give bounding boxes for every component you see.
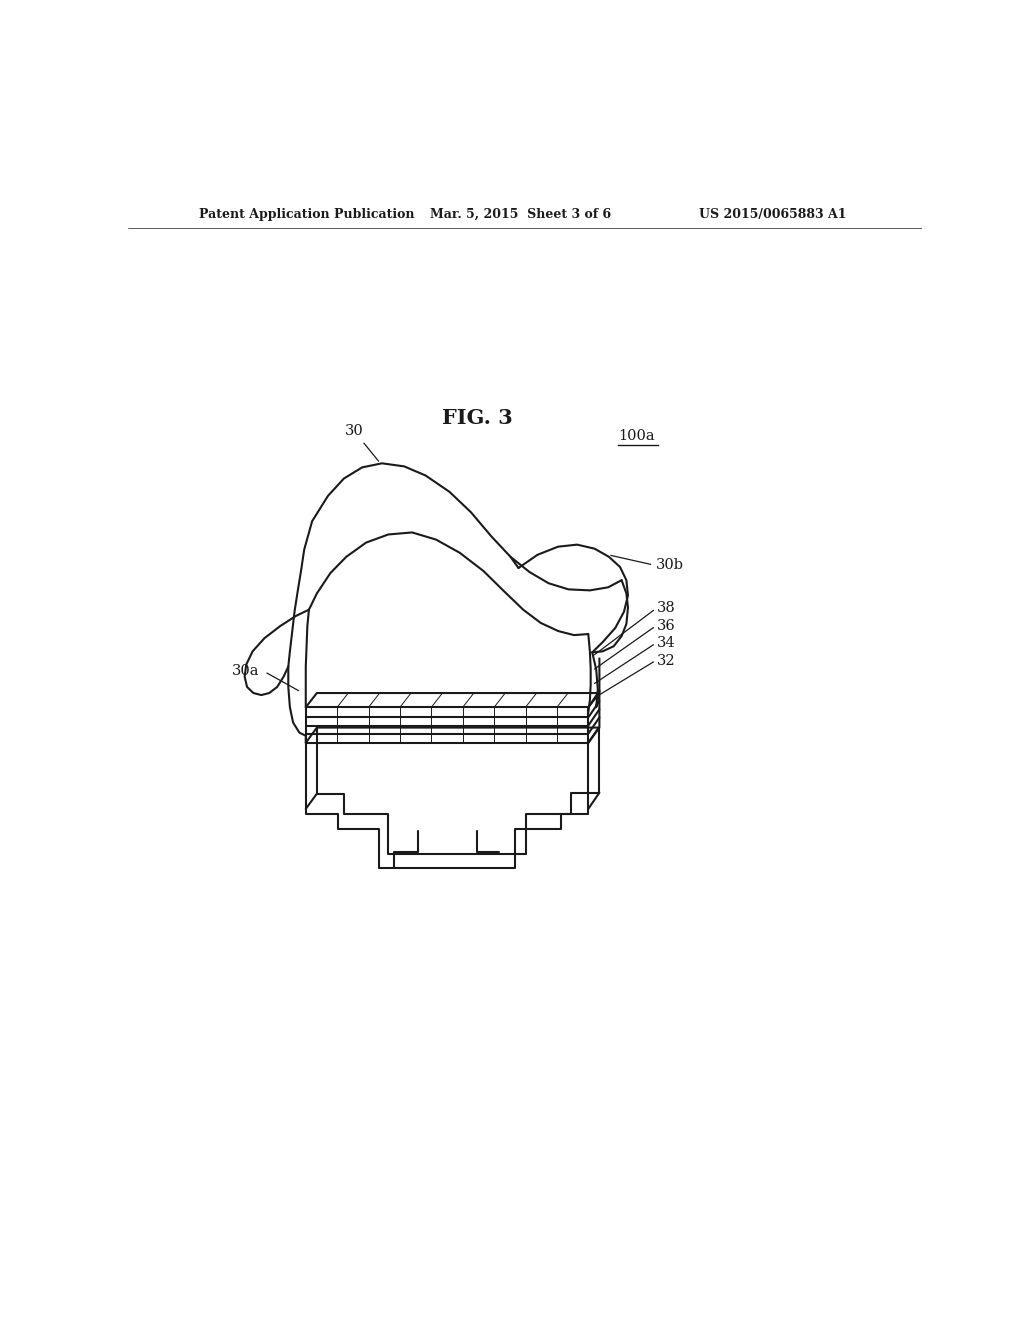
Text: Patent Application Publication: Patent Application Publication xyxy=(200,207,415,220)
Text: 30: 30 xyxy=(345,424,364,438)
Text: 36: 36 xyxy=(657,619,676,634)
Text: Mar. 5, 2015  Sheet 3 of 6: Mar. 5, 2015 Sheet 3 of 6 xyxy=(430,207,610,220)
Text: 100a: 100a xyxy=(618,429,655,444)
Text: 32: 32 xyxy=(657,653,676,668)
Text: 34: 34 xyxy=(657,636,676,651)
Text: 30a: 30a xyxy=(231,664,259,677)
Text: US 2015/0065883 A1: US 2015/0065883 A1 xyxy=(699,207,847,220)
Text: FIG. 3: FIG. 3 xyxy=(441,408,513,428)
Text: 38: 38 xyxy=(657,601,676,615)
Text: 30b: 30b xyxy=(655,558,684,572)
